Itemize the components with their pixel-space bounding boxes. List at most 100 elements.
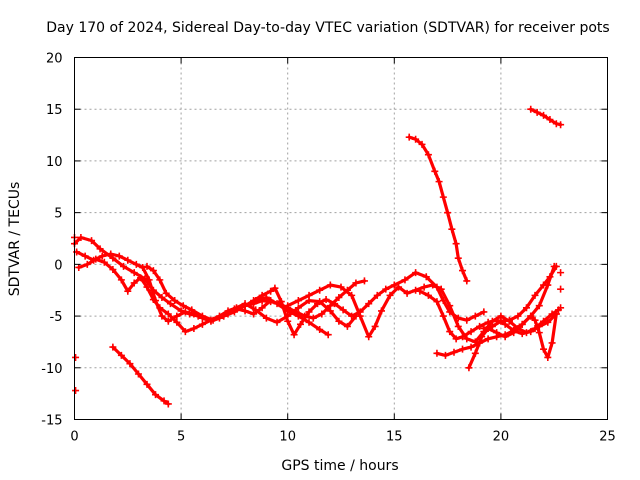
data-point — [241, 302, 249, 310]
data-point — [546, 273, 554, 281]
axis-ticks: 0 5 10 15 20 25 -15 -10 -5 0 5 10 15 20 — [41, 52, 616, 445]
data-point — [326, 307, 334, 315]
data-point — [416, 287, 424, 295]
data-point — [164, 317, 172, 325]
y-tick-label: 0 — [54, 258, 62, 273]
data-point — [459, 345, 467, 353]
y-tick-label: 5 — [54, 207, 62, 222]
x-tick-label: 20 — [493, 430, 510, 445]
data-point — [437, 285, 445, 293]
data-point — [296, 320, 304, 328]
data-point — [324, 331, 332, 339]
data-point — [429, 281, 437, 289]
data-point — [439, 312, 447, 320]
data-point — [190, 324, 198, 332]
data-point — [514, 312, 522, 320]
data-point — [533, 108, 541, 116]
data-point — [463, 335, 471, 343]
data-point — [471, 312, 479, 320]
chart-title: Day 170 of 2024, Sidereal Day-to-day VTE… — [46, 20, 609, 36]
data-point — [305, 291, 313, 299]
data-point — [126, 360, 134, 368]
data-point — [422, 273, 430, 281]
data-point — [484, 318, 492, 326]
data-point — [531, 291, 539, 299]
data-point — [77, 233, 85, 241]
data-point — [405, 133, 413, 141]
data-point — [424, 151, 432, 159]
x-tick-label: 15 — [386, 430, 403, 445]
series-arc-10 — [418, 289, 558, 341]
data-point — [158, 312, 166, 320]
data-point — [505, 316, 513, 324]
data-point — [109, 343, 117, 351]
data-point — [166, 300, 174, 308]
data-point — [431, 167, 439, 175]
data-point — [130, 279, 138, 287]
data-point — [518, 320, 526, 328]
data-point — [273, 300, 281, 308]
data-point — [371, 322, 379, 330]
data-point — [450, 348, 458, 356]
data-point — [75, 263, 83, 271]
data-point — [120, 262, 128, 270]
data-point — [198, 312, 206, 320]
data-point — [273, 318, 281, 326]
data-point — [557, 285, 565, 293]
data-point — [83, 260, 91, 268]
data-point — [522, 304, 530, 312]
data-point — [181, 308, 189, 316]
data-point — [497, 317, 505, 325]
data-point — [100, 258, 108, 266]
data-point — [331, 300, 339, 308]
data-point — [540, 281, 548, 289]
data-point — [139, 263, 147, 271]
data-point — [480, 308, 488, 316]
data-point — [96, 245, 104, 253]
data-point — [284, 317, 292, 325]
data-point — [250, 297, 258, 305]
grid — [74, 57, 608, 420]
data-point — [156, 304, 164, 312]
data-point — [294, 312, 302, 320]
data-point — [471, 349, 479, 357]
data-point — [365, 300, 373, 308]
data-point — [463, 277, 471, 285]
series-arc-9-markers — [405, 133, 471, 285]
data-point — [356, 312, 364, 320]
data-point — [348, 312, 356, 320]
data-point — [552, 310, 560, 318]
x-tick-label: 10 — [279, 430, 296, 445]
data-point — [463, 316, 471, 324]
data-point — [314, 300, 322, 308]
data-point — [252, 306, 260, 314]
data-point — [557, 121, 565, 129]
data-point — [420, 283, 428, 291]
data-point — [72, 387, 80, 395]
data-point — [433, 298, 441, 306]
data-point — [518, 330, 526, 338]
data-point — [465, 364, 473, 372]
data-point — [446, 328, 454, 336]
data-point — [335, 317, 343, 325]
series-arc-12-markers — [465, 310, 560, 372]
data-point — [171, 297, 179, 305]
data-point — [290, 331, 298, 339]
data-point — [546, 116, 554, 124]
data-point — [173, 312, 181, 320]
data-point — [339, 306, 347, 314]
data-point — [501, 333, 509, 341]
data-point — [467, 343, 475, 351]
y-tick-label: -5 — [50, 310, 63, 325]
y-tick-label: 10 — [46, 155, 63, 170]
data-point — [309, 314, 317, 322]
data-point — [134, 370, 142, 378]
series-arc-1 — [72, 235, 200, 318]
data-point — [552, 120, 560, 128]
data-point — [439, 193, 447, 201]
data-point — [294, 297, 302, 305]
data-point — [158, 293, 166, 301]
data-point — [382, 285, 390, 293]
data-point — [337, 283, 345, 291]
